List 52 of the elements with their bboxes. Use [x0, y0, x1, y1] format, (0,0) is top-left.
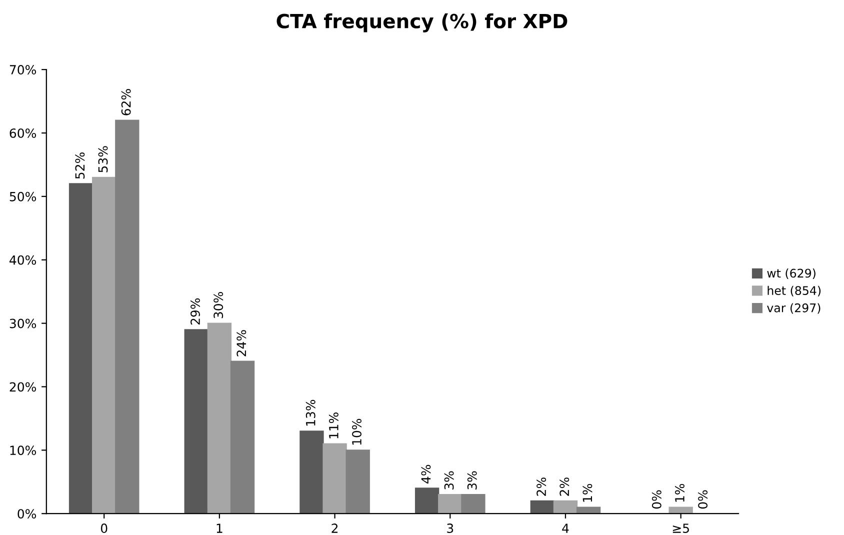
data-label: 29% — [190, 298, 200, 325]
bar — [115, 120, 140, 514]
data-label: 2% — [560, 478, 570, 496]
x-tick-label: ≥5 — [672, 524, 689, 533]
bar — [461, 494, 486, 514]
y-tick-label: 10% — [10, 446, 36, 456]
chart-title: CTA frequency (%) for XPD — [276, 13, 568, 32]
y-tick-label: 60% — [10, 128, 36, 138]
data-label: 0% — [652, 490, 662, 509]
data-label: 0% — [698, 490, 708, 509]
bar — [414, 488, 440, 514]
bar — [207, 322, 232, 514]
bar — [300, 430, 324, 514]
bar — [92, 176, 116, 514]
y-tick-label: 40% — [10, 255, 36, 265]
bar — [346, 450, 370, 514]
bar — [530, 500, 554, 514]
data-label: 3% — [467, 471, 477, 490]
data-label: 52% — [75, 152, 85, 179]
bar — [438, 494, 462, 514]
x-tick-label: 4 — [562, 524, 569, 533]
data-label: 1% — [582, 484, 592, 502]
legend-label: var (297) — [767, 303, 820, 314]
legend-label: wt (629) — [767, 268, 816, 280]
x-tick-label: 2 — [332, 524, 338, 533]
data-label: 1% — [675, 484, 684, 502]
x-tick-label: 1 — [216, 524, 222, 533]
bar — [553, 500, 578, 514]
data-label: 30% — [214, 292, 224, 318]
data-label: 13% — [306, 400, 316, 426]
data-label: 53% — [98, 146, 108, 172]
bar — [68, 183, 94, 514]
data-label: 4% — [421, 464, 431, 484]
data-label: 10% — [352, 418, 362, 445]
bar — [184, 329, 208, 514]
bar — [576, 506, 601, 514]
bar — [230, 360, 255, 514]
data-label: 62% — [121, 89, 131, 116]
y-tick-label: 30% — [10, 318, 36, 328]
data-label: 2% — [536, 478, 546, 496]
x-tick-label: 0 — [100, 524, 108, 533]
y-tick-label: 0% — [18, 509, 36, 519]
x-tick-label: 3 — [447, 524, 454, 533]
y-tick-label: 20% — [10, 382, 36, 392]
legend-label: het (854) — [768, 286, 821, 296]
y-tick-label: 70% — [10, 65, 36, 74]
bar — [322, 443, 347, 514]
data-label: 3% — [444, 471, 454, 490]
data-label: 24% — [236, 330, 246, 356]
data-label: 11% — [328, 412, 338, 438]
bar — [668, 506, 693, 514]
y-tick-label: 50% — [10, 192, 36, 202]
